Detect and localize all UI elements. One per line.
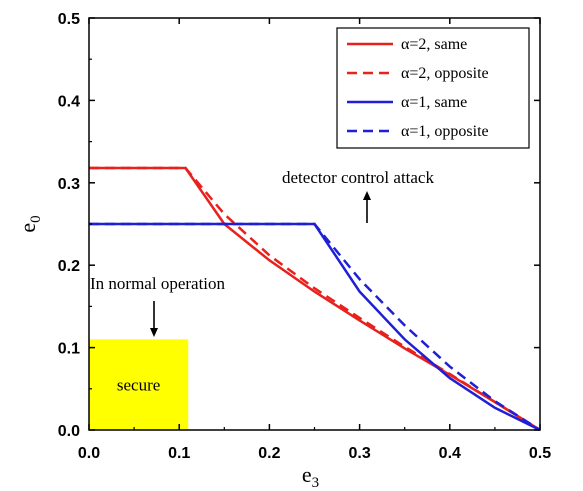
- arrow-head: [363, 191, 371, 200]
- legend-label-2: α=2, opposite: [401, 65, 489, 82]
- y-axis-label-subscript: 0: [28, 215, 44, 223]
- legend-box: [336, 27, 530, 149]
- secure-region-label: secure: [117, 376, 160, 395]
- annotation-normal-operation: In normal operation: [90, 274, 226, 293]
- secure-region: [89, 339, 189, 430]
- x-tick-label: 0.3: [348, 445, 370, 462]
- x-axis-label: e3: [302, 462, 319, 491]
- legend-label-4: α=1, opposite: [401, 123, 489, 140]
- x-tick-label: 0.2: [258, 445, 280, 462]
- arrow-down-icon: [150, 301, 158, 337]
- series-group: [89, 166, 541, 432]
- y-tick-label: 0.5: [58, 11, 80, 28]
- x-axis-label-main: e: [302, 462, 312, 487]
- series-line-1: [89, 166, 541, 432]
- arrow-up-icon: [363, 191, 371, 223]
- x-tick-label: 0.5: [529, 445, 551, 462]
- y-tick-label: 0.1: [58, 341, 80, 358]
- ticks-group: 0.0 0.1 0.2 0.3 0.4 0.5 0.0 0.1 0.2 0.3 0.4 0.5: [58, 11, 551, 462]
- legend-label-3: α=1, same: [401, 94, 467, 111]
- y-tick-label: 0.4: [58, 93, 80, 110]
- legend-label-1: α=2, same: [401, 36, 467, 53]
- annotation-detector-control-attack: detector control attack: [282, 168, 434, 187]
- y-axis-label: e0: [15, 215, 44, 232]
- y-tick-label: 0.3: [58, 176, 80, 193]
- legend: α=2, same α=2, opposite α=1, same α=1, oppo…: [336, 27, 530, 149]
- y-axis-label-main: e: [15, 223, 40, 233]
- x-axis-label-subscript: 3: [312, 475, 320, 491]
- x-tick-label: 0.4: [439, 445, 461, 462]
- series-line-4: [89, 222, 541, 432]
- x-tick-label: 0.0: [78, 445, 100, 462]
- x-tick-label: 0.1: [168, 445, 190, 462]
- y-tick-label: 0.0: [58, 423, 80, 440]
- y-tick-label: 0.2: [58, 258, 80, 275]
- arrow-head: [150, 328, 158, 337]
